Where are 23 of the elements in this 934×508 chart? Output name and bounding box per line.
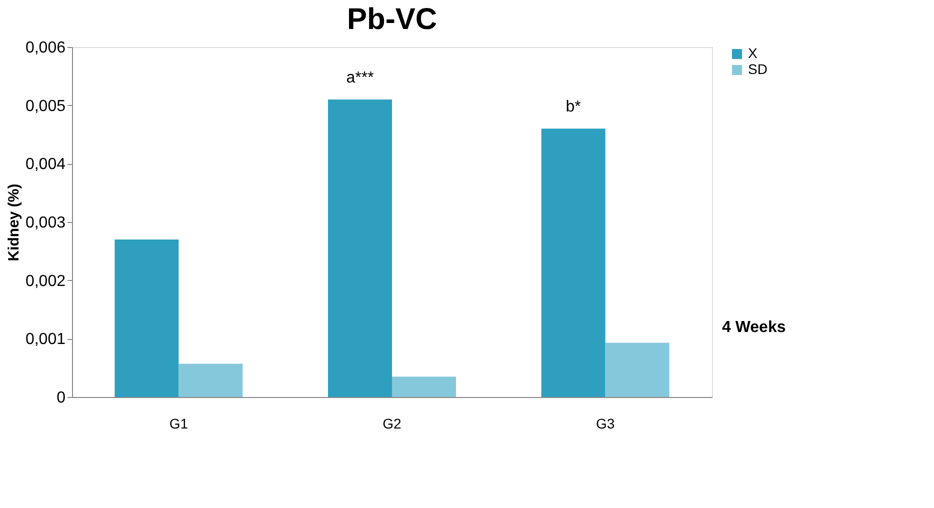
x-tick-label: G3 [596, 416, 615, 432]
legend-label: X [748, 45, 758, 61]
chart-title: Pb-VC [347, 3, 437, 36]
y-tick-label: 0,004 [25, 156, 66, 174]
y-tick-label: 0,002 [25, 272, 66, 290]
bar [392, 376, 456, 397]
y-axis-title: Kidney (%) [5, 184, 22, 262]
bar [178, 364, 243, 397]
bar [114, 240, 179, 397]
y-tick-label: 0,006 [25, 40, 66, 56]
legend-label: SD [748, 61, 768, 77]
y-tick-label: 0,001 [25, 331, 66, 348]
annotation: a*** [346, 70, 374, 86]
x-tick-label: G2 [382, 416, 402, 432]
bar [328, 100, 392, 397]
y-tick-label: 0,003 [25, 214, 66, 232]
y-tick-label: 0,005 [25, 98, 66, 115]
annotation: b* [566, 98, 581, 116]
text: 4 Weeks [722, 319, 786, 336]
bar [605, 342, 670, 397]
x-tick-label: G1 [169, 416, 188, 432]
y-tick-label: 0 [56, 390, 66, 406]
bar [541, 128, 606, 397]
